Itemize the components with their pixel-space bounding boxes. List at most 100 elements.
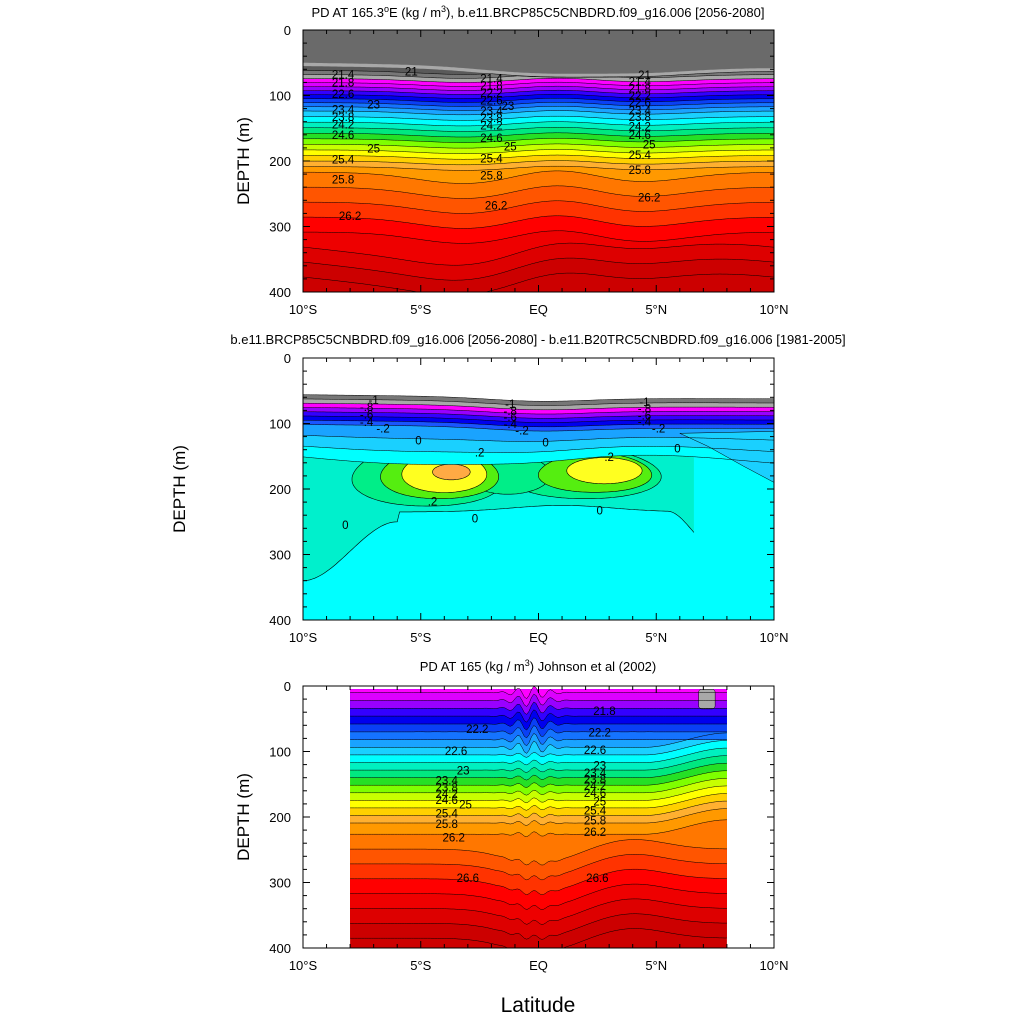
contour-line (303, 132, 774, 138)
x-tick-label: 5°N (645, 958, 667, 973)
masked-region (303, 358, 774, 402)
contour-line (350, 883, 727, 910)
contour-line (303, 102, 774, 107)
contour-label: 24.6 (332, 130, 354, 142)
contour-label: 21.8 (332, 77, 354, 89)
contour-label: 24.6 (629, 130, 651, 142)
contour-label: 23.4 (332, 104, 355, 116)
contour-label: -.2 (652, 424, 665, 436)
x-tick-label: 5°S (410, 302, 431, 317)
contour-line (303, 435, 774, 442)
contour-label: 26.2 (638, 193, 660, 205)
x-tick-label: 5°N (645, 630, 667, 645)
contour-label: 25.4 (480, 153, 503, 165)
contour-label: 23.4 (584, 768, 607, 780)
contour-label: 0 (542, 437, 548, 449)
x-tick-label: 10°N (759, 630, 788, 645)
panel-3-title: PD AT 165 (kg / m3) Johnson et al (2002) (420, 658, 657, 674)
contour-label: 22.2 (466, 724, 488, 736)
contour-label: 23 (501, 101, 514, 113)
contour-line (303, 402, 774, 411)
x-tick-label: EQ (529, 958, 548, 973)
contour-label: 25 (593, 796, 606, 808)
contour-line (350, 898, 727, 925)
contour-line (303, 127, 774, 132)
contour-label: 26.6 (586, 873, 608, 885)
contour-label: -1 (639, 397, 649, 409)
contour-label: 22.6 (584, 745, 606, 757)
contour-line (350, 808, 727, 826)
contour-line (350, 709, 727, 723)
contour-label: 22.2 (480, 88, 502, 100)
contour-label: -.6 (504, 412, 517, 424)
contour-band (566, 457, 643, 485)
y-tick-label: 200 (269, 482, 291, 497)
y-tick-label: 300 (269, 220, 291, 235)
y-tick-label: 400 (269, 285, 291, 300)
contour-label: 0 (342, 520, 348, 532)
contour-label: .2 (604, 452, 614, 464)
contour-label: 0 (415, 436, 421, 448)
contour-label: -1 (505, 399, 515, 411)
x-tick-label: 10°S (289, 302, 318, 317)
contour-label: -.6 (360, 409, 373, 421)
contour-label: -.8 (360, 402, 373, 414)
contour-label: 26.2 (339, 211, 361, 223)
contour-line (303, 154, 774, 160)
contour-line (350, 819, 727, 837)
panel-2-ylabel: DEPTH (m) (170, 445, 189, 533)
contour-line (350, 732, 727, 754)
contour-line (350, 762, 727, 781)
contour-band (432, 463, 471, 481)
contour-line (303, 415, 774, 423)
contour-line (303, 505, 695, 581)
contour-label: 23.8 (480, 113, 502, 125)
contour-label: .2 (475, 447, 485, 459)
contour-label: 21.8 (480, 81, 502, 93)
contour-line (350, 800, 727, 819)
contour-label: 24.2 (332, 119, 354, 131)
x-tick-label: 5°S (410, 630, 431, 645)
panel-3-filled-contours (350, 686, 727, 948)
contour-line (303, 77, 774, 83)
y-tick-label: 100 (269, 417, 291, 432)
contour-label: 23.4 (629, 106, 652, 118)
panel-1-contour-lines (303, 70, 774, 292)
contour-label: 24.2 (480, 121, 502, 133)
contour-label: 22.2 (589, 728, 611, 740)
contour-line (350, 839, 727, 866)
contour-line (350, 785, 727, 804)
contour-label: 21 (638, 70, 651, 82)
contour-label: -.4 (638, 417, 652, 429)
contour-line (303, 165, 774, 171)
contour-line (350, 913, 727, 940)
contour-label: 23.8 (629, 112, 651, 124)
contour-label: 23.4 (480, 106, 503, 118)
contour-line (303, 81, 774, 87)
panel-2-contour-lines (303, 394, 774, 581)
contour-label: 23 (457, 765, 470, 777)
x-tick-label: 10°S (289, 958, 318, 973)
contour-line (303, 272, 774, 292)
contour-label: 23 (593, 760, 606, 772)
contour-line (303, 242, 774, 266)
contour-line (303, 149, 774, 154)
contour-line (350, 793, 727, 811)
contour-label: 25.8 (629, 165, 651, 177)
contour-label: 21.4 (332, 70, 355, 82)
y-tick-label: 400 (269, 613, 291, 628)
contour-label: 21.4 (629, 77, 652, 89)
x-tick-label: 10°N (759, 302, 788, 317)
contour-label: 25 (459, 800, 472, 812)
contour-line (303, 200, 774, 214)
contour-label: -.2 (376, 424, 389, 436)
missing-data-cell (698, 689, 716, 710)
panel-2-title: b.e11.BRCP85C5CNBDRD.f09_g16.006 [2056-2… (230, 332, 845, 347)
contour-label: 24.2 (435, 789, 457, 801)
contour-label: -.8 (638, 403, 651, 415)
contour-label: 25 (367, 144, 380, 156)
x-axis-label: Latitude (501, 994, 576, 1017)
surface-band (303, 30, 774, 74)
